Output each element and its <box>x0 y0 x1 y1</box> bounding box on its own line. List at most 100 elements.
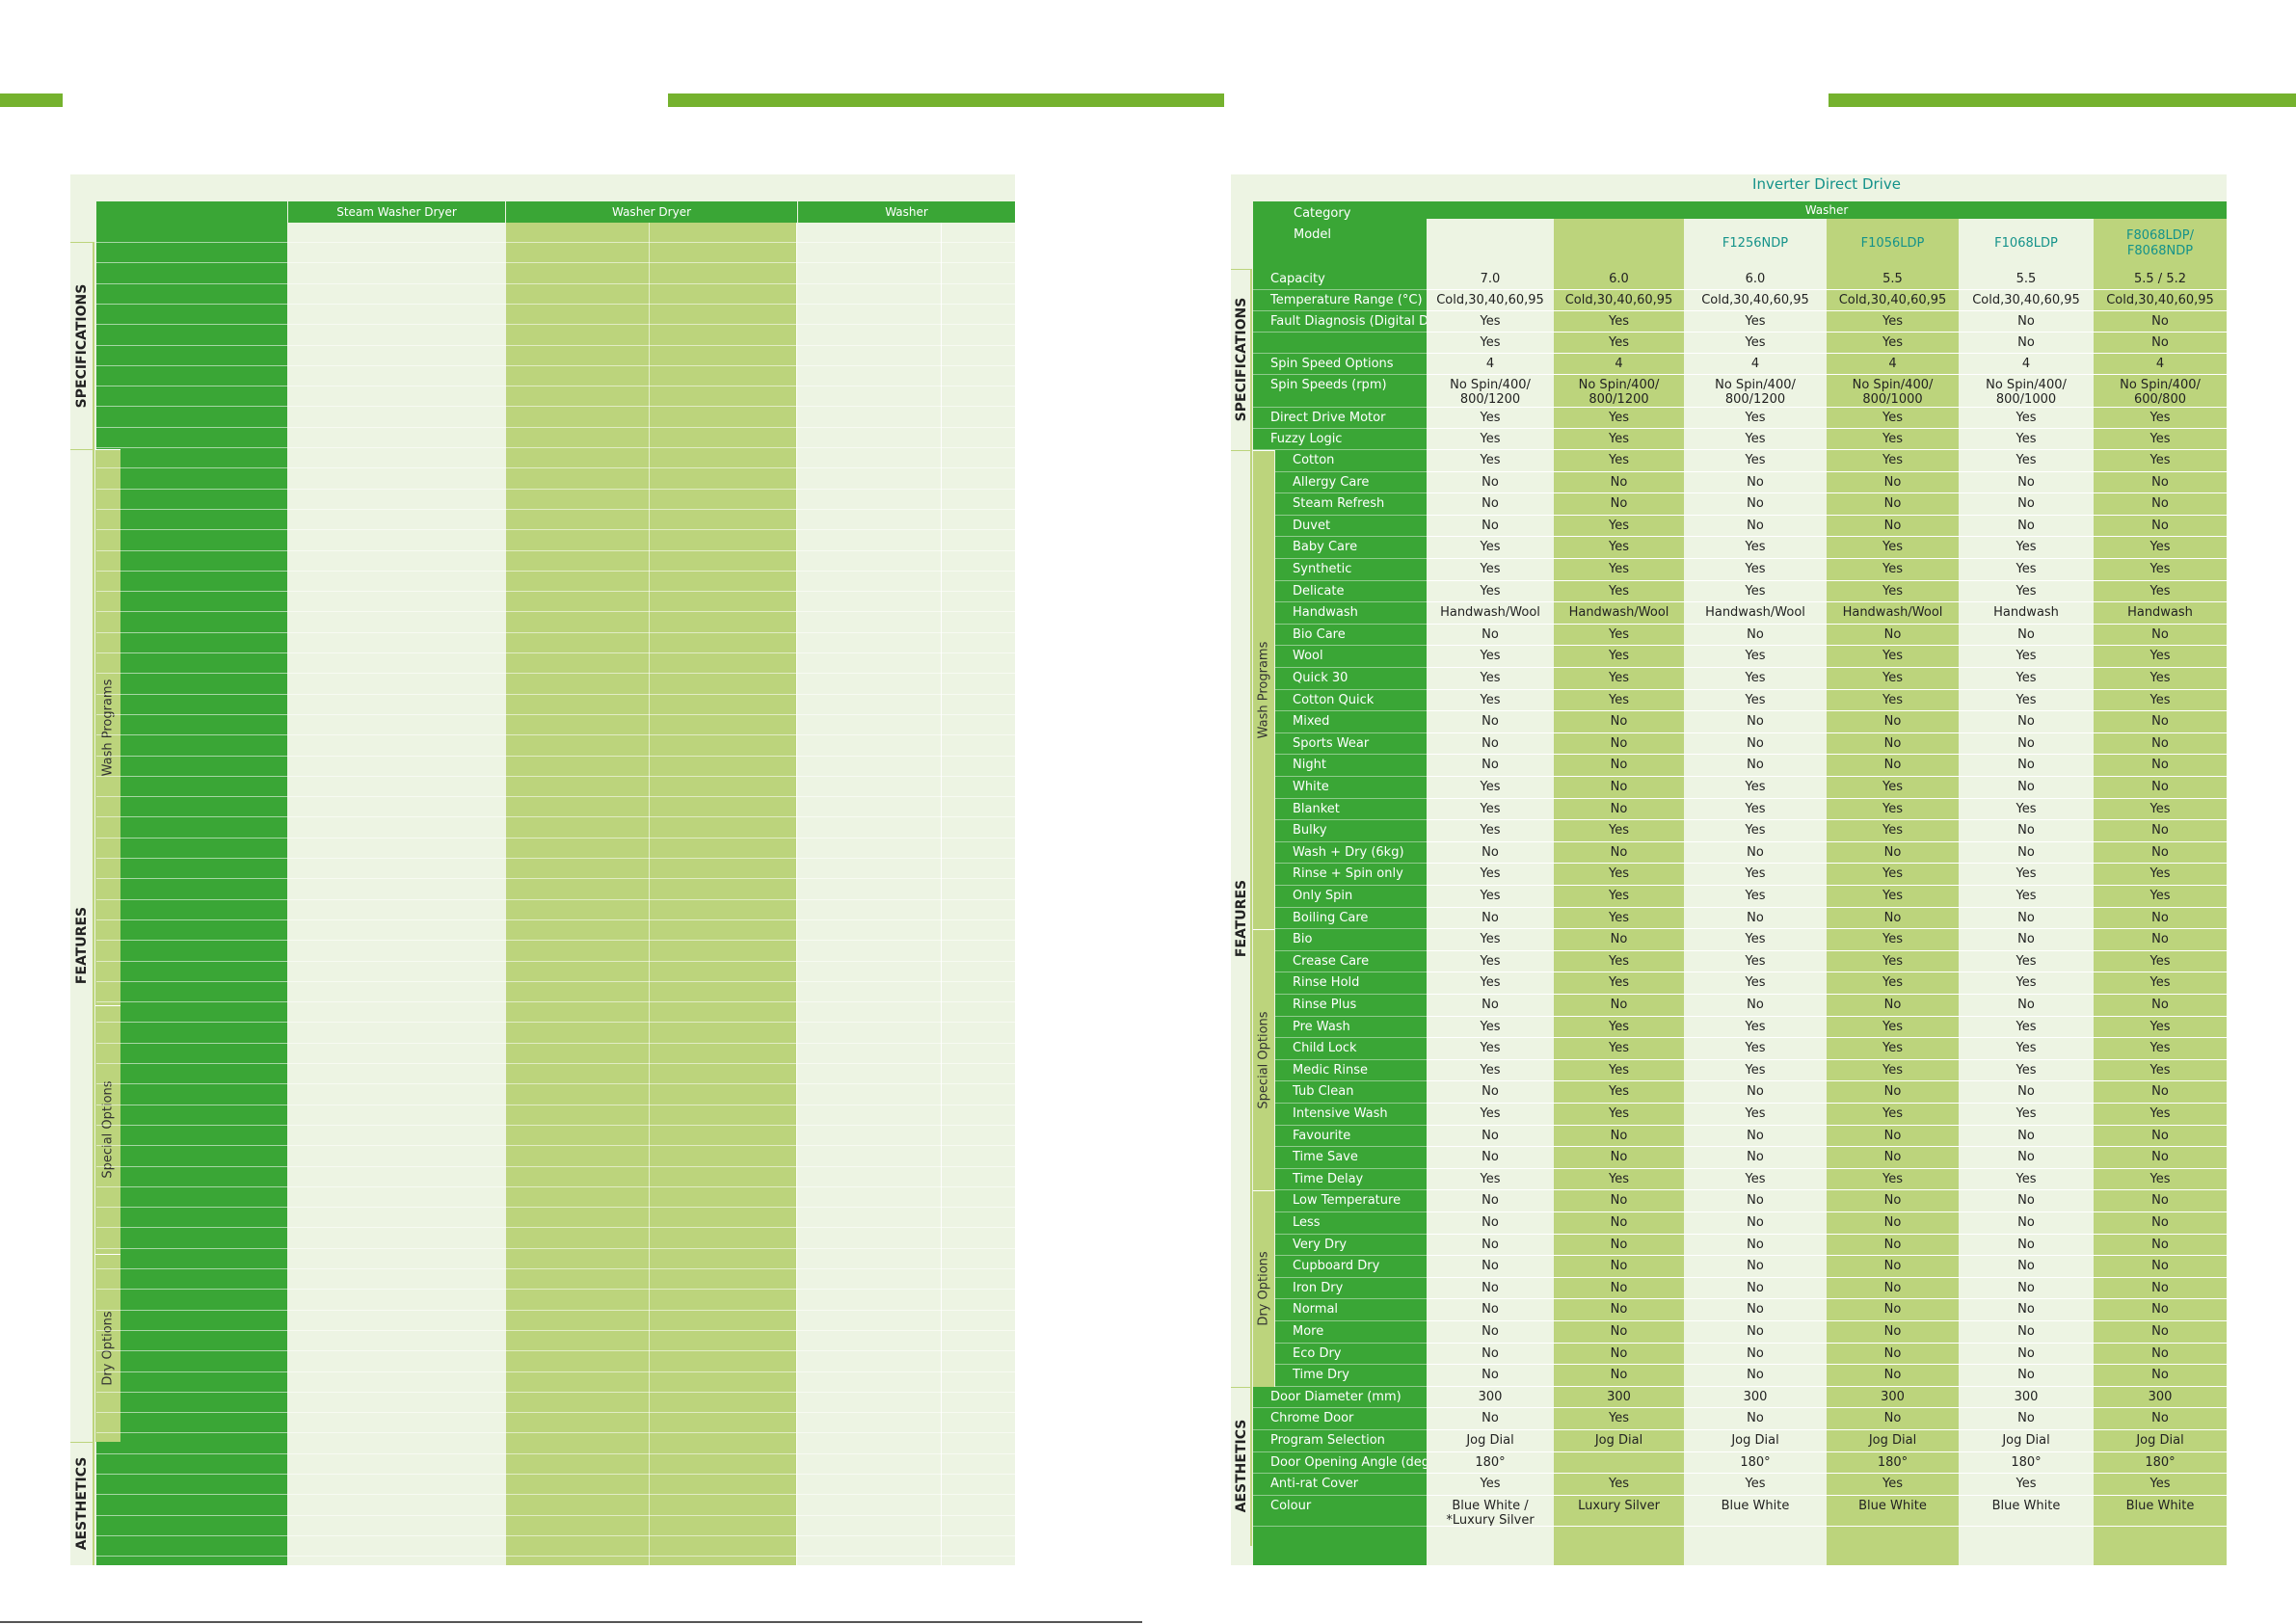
value-cell: Yes <box>2094 1016 2227 1039</box>
row-divider <box>96 713 1015 715</box>
row-label-block <box>120 449 287 1442</box>
row-label: Temperature Range (°C) <box>1253 290 1427 311</box>
value-cell: No <box>1959 1212 2094 1235</box>
value-cell: Yes <box>1427 929 1554 951</box>
value-cell: Yes <box>1427 886 1554 908</box>
value-cell: Yes <box>1554 1168 1684 1191</box>
value-cell: No <box>1427 1234 1554 1257</box>
value-cell: No <box>1959 929 2094 951</box>
value-cell: No <box>1959 995 2094 1017</box>
value-cell: Handwash/Wool <box>1427 602 1554 625</box>
value-cell: Blue White <box>1959 1495 2094 1527</box>
value-cell: Yes <box>1959 408 2094 429</box>
value-cell: No <box>2094 333 2227 354</box>
row-divider <box>96 1145 1015 1147</box>
row-label: Synthetic <box>1275 559 1427 581</box>
value-cell: No <box>2094 311 2227 333</box>
value-cell: Yes <box>1427 972 1554 995</box>
value-cell: 180° <box>1959 1451 2094 1475</box>
value-cell: Yes <box>2094 886 2227 908</box>
row-label: Wash + Dry (6kg) <box>1275 841 1427 865</box>
value-cell: Yes <box>1827 1104 1959 1126</box>
row-divider <box>96 1329 1015 1331</box>
value-cell: No <box>1427 995 1554 1017</box>
value-cell: Yes <box>1827 646 1959 668</box>
value-cell: No <box>1827 1365 1959 1387</box>
value-cell: Yes <box>1554 886 1684 908</box>
value-cell: No <box>1684 471 1827 494</box>
col-header-washer: Washer <box>798 201 1015 223</box>
group-band <box>70 1442 94 1565</box>
value-cell: Yes <box>1427 311 1554 333</box>
value-cell: No <box>1827 1256 1959 1278</box>
value-cell: No <box>1827 755 1959 777</box>
value-cell: Yes <box>1827 559 1959 581</box>
value-cell: Yes <box>1684 450 1827 472</box>
value-cell: No <box>1427 1299 1554 1321</box>
value-cell: Yes <box>1827 689 1959 712</box>
value-cell: Yes <box>1427 689 1554 712</box>
row-label: Only Spin <box>1275 886 1427 908</box>
row-label: Door Diameter (mm) <box>1253 1386 1427 1409</box>
value-cell: Yes <box>1684 537 1827 559</box>
value-cell: No <box>1554 732 1684 756</box>
value-cell: Yes <box>2094 1168 2227 1191</box>
value-cell: No <box>2094 995 2227 1017</box>
value-cell: No <box>1684 515 1827 538</box>
row-label: Eco Dry <box>1275 1343 1427 1366</box>
subgroup-band <box>95 449 120 1005</box>
value-cell: Yes <box>1827 537 1959 559</box>
value-cell: No <box>1427 907 1554 930</box>
subgroup-label-wash: Wash Programs <box>1256 641 1271 738</box>
value-cell: Yes <box>1684 429 1827 450</box>
row-divider <box>96 406 1015 408</box>
value-cell: No <box>2094 711 2227 733</box>
value-cell: No Spin/400/ 800/1200 <box>1427 375 1554 408</box>
value-cell: Yes <box>2094 559 2227 581</box>
table-title: Inverter Direct Drive <box>1427 174 2227 194</box>
value-cell: No <box>1684 1256 1827 1278</box>
inverter-direct-drive-spec-table: Inverter Direct Drive Category Model Washer… <box>1231 174 2227 1565</box>
value-cell: No <box>1959 471 2094 494</box>
value-cell: No <box>1959 1408 2094 1430</box>
value-cell: Yes <box>2094 408 2227 429</box>
model-header: F1056LDP <box>1827 219 1959 269</box>
value-cell: Yes <box>2094 798 2227 821</box>
value-cell: No <box>1827 1277 1959 1300</box>
value-cell: No <box>1959 1365 2094 1387</box>
value-cell: Blue White / *Luxury Silver <box>1427 1495 1554 1527</box>
row-label: Low Temperature <box>1275 1190 1427 1212</box>
model-header <box>1554 219 1684 269</box>
value-cell: No <box>1554 929 1684 951</box>
value-cell: Yes <box>1554 864 1684 886</box>
value-cell: No <box>1427 1365 1554 1387</box>
row-label: Handwash <box>1275 602 1427 625</box>
row-divider <box>96 1452 1015 1454</box>
value-cell: No <box>1427 711 1554 733</box>
row-label: Rinse Plus <box>1275 995 1427 1017</box>
value-cell: Handwash/Wool <box>1554 602 1684 625</box>
value-cell: Yes <box>1959 668 2094 690</box>
value-cell: No <box>2094 1190 2227 1212</box>
value-cell: No <box>1427 755 1554 777</box>
green-accent-bar <box>668 93 1224 107</box>
row-label: Mixed <box>1275 711 1427 733</box>
value-cell: No <box>1684 755 1827 777</box>
row-divider <box>96 796 1015 798</box>
value-cell: No <box>1959 493 2094 516</box>
row-divider <box>96 1042 1015 1044</box>
row-divider <box>96 303 1015 305</box>
value-cell: 4 <box>2094 354 2227 375</box>
value-cell: Yes <box>1554 668 1684 690</box>
value-cell: Yes <box>1427 668 1554 690</box>
row-divider <box>96 631 1015 633</box>
row-label: Blanket <box>1275 798 1427 821</box>
row-divider <box>96 816 1015 818</box>
row-label: Fuzzy Logic <box>1253 429 1427 450</box>
value-cell: Yes <box>1827 1474 1959 1496</box>
value-cell: Yes <box>2094 580 2227 603</box>
value-cell: Yes <box>1427 429 1554 450</box>
value-cell: No <box>1684 995 1827 1017</box>
row-divider <box>96 1001 1015 1003</box>
subgroup-band <box>1253 1190 1274 1387</box>
